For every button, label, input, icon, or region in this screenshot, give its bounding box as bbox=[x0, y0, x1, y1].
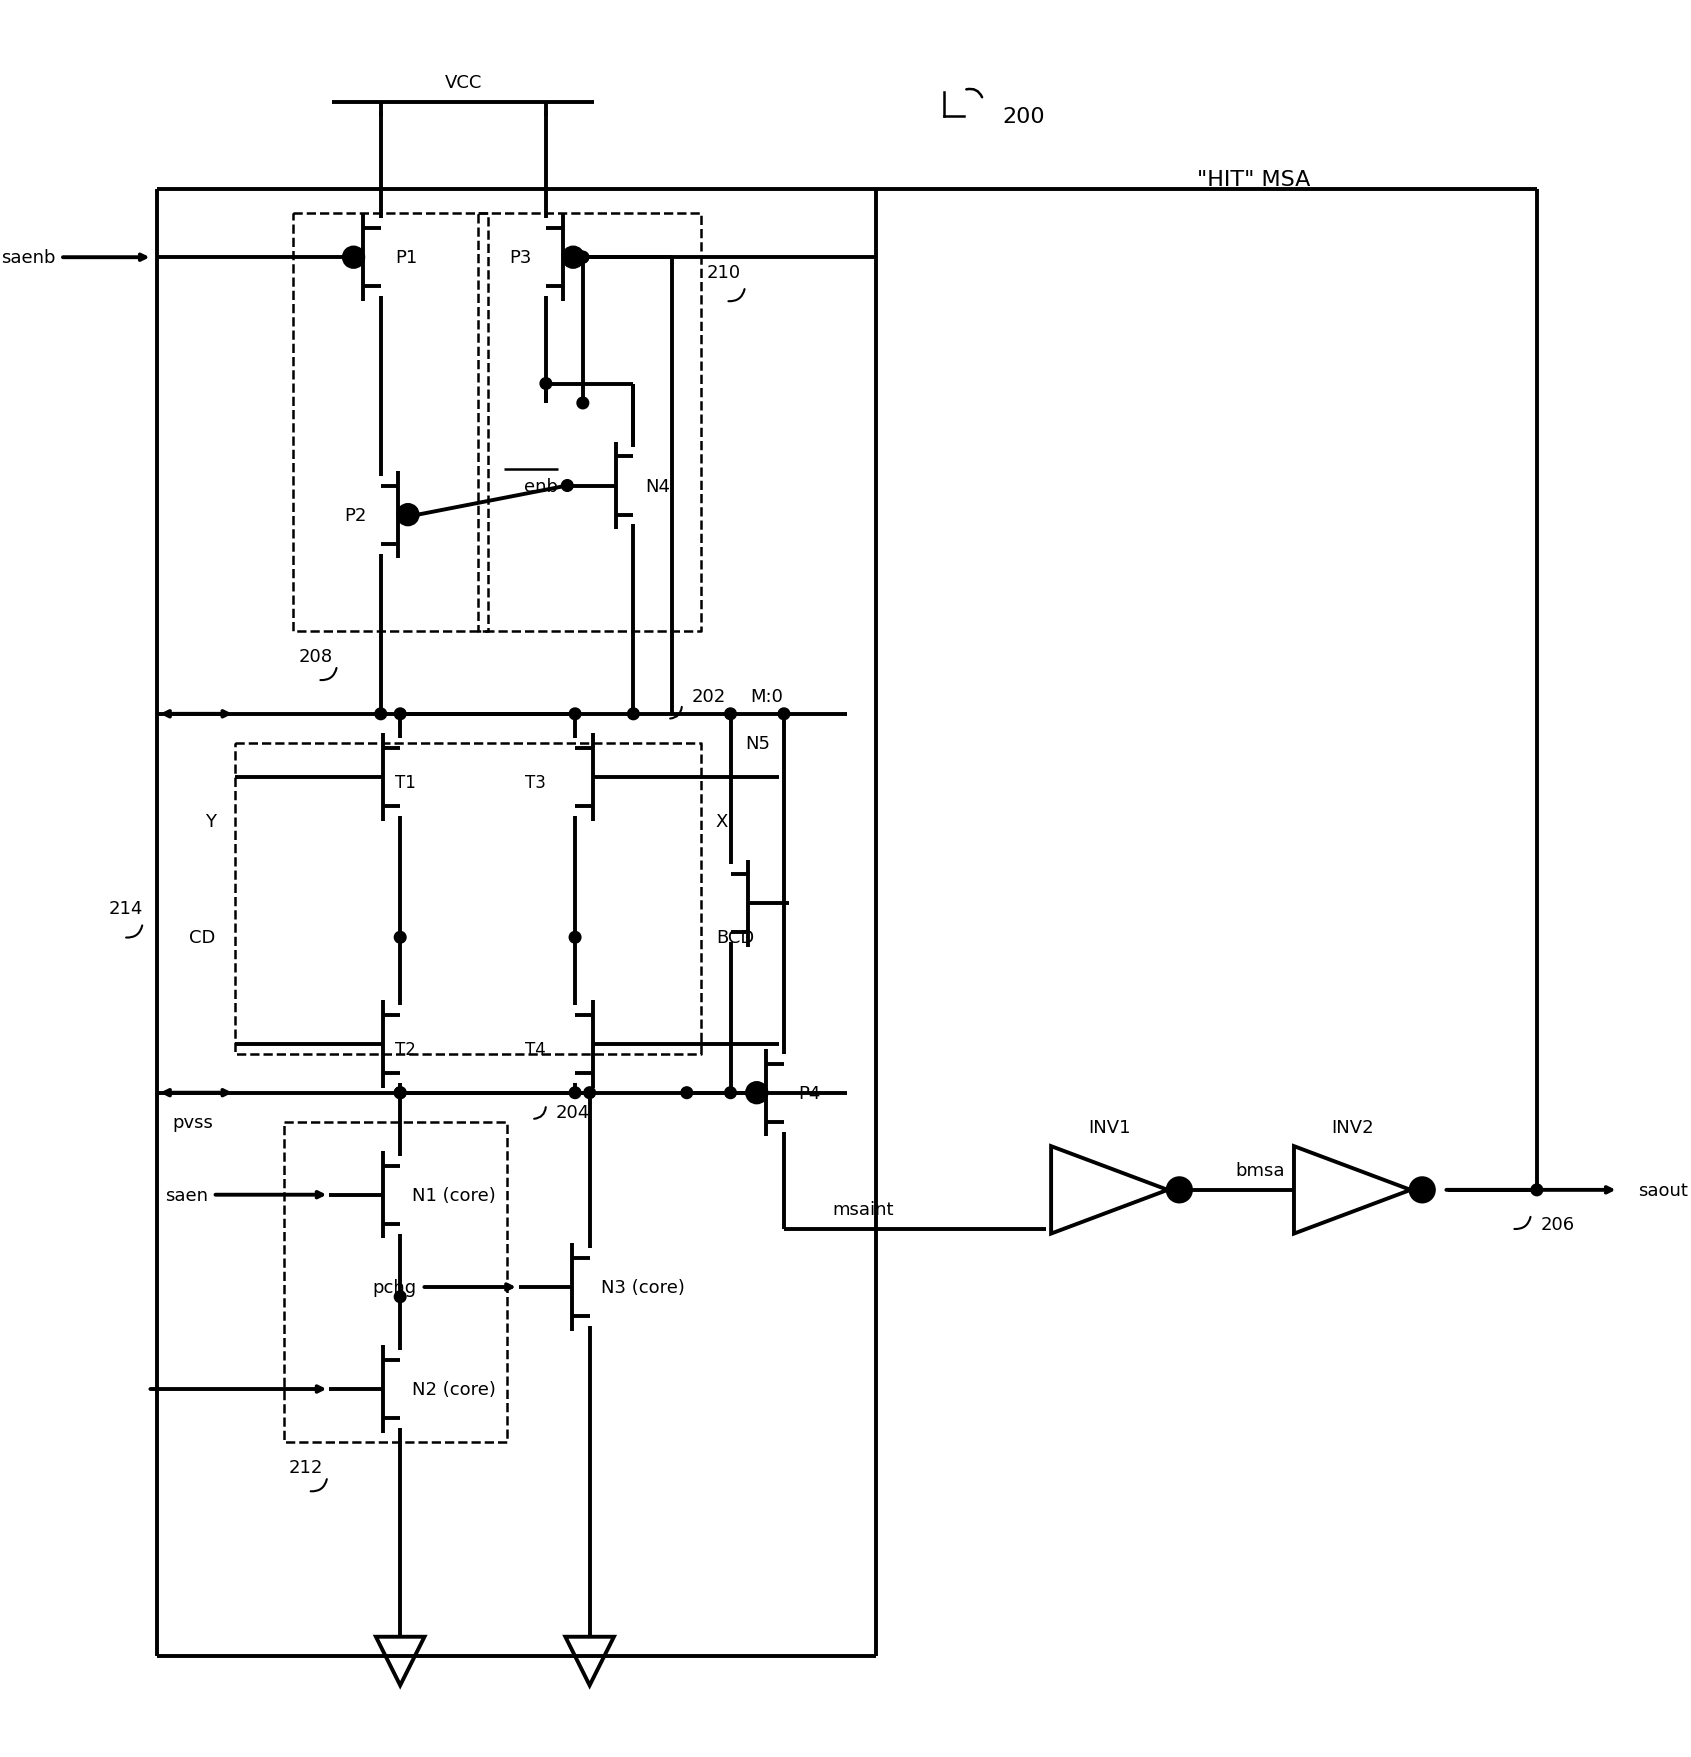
Circle shape bbox=[570, 708, 582, 720]
Text: P1: P1 bbox=[396, 249, 418, 267]
Text: 202: 202 bbox=[692, 689, 725, 706]
Text: 210: 210 bbox=[707, 264, 741, 281]
Text: 200: 200 bbox=[1003, 107, 1045, 127]
Text: saout: saout bbox=[1639, 1181, 1688, 1200]
Circle shape bbox=[399, 506, 418, 525]
Circle shape bbox=[539, 378, 551, 390]
Text: T3: T3 bbox=[524, 773, 546, 791]
Circle shape bbox=[394, 1088, 406, 1098]
Circle shape bbox=[375, 708, 387, 720]
Circle shape bbox=[561, 480, 573, 492]
Text: P2: P2 bbox=[343, 506, 367, 524]
Circle shape bbox=[570, 931, 582, 944]
Circle shape bbox=[627, 708, 639, 720]
Circle shape bbox=[577, 253, 588, 264]
Circle shape bbox=[681, 1088, 693, 1098]
Text: 208: 208 bbox=[298, 647, 333, 666]
Text: bmsa: bmsa bbox=[1236, 1161, 1285, 1179]
Text: saenb: saenb bbox=[0, 249, 56, 267]
Text: pvss: pvss bbox=[172, 1114, 213, 1132]
Text: M:0: M:0 bbox=[749, 689, 783, 706]
Circle shape bbox=[570, 1088, 582, 1098]
Text: P3: P3 bbox=[509, 249, 531, 267]
Text: X: X bbox=[715, 812, 729, 831]
Text: Y: Y bbox=[205, 812, 216, 831]
Text: 214: 214 bbox=[108, 900, 144, 917]
Text: P4: P4 bbox=[798, 1084, 820, 1102]
Circle shape bbox=[1410, 1179, 1434, 1202]
Text: T4: T4 bbox=[526, 1040, 546, 1058]
Circle shape bbox=[747, 1084, 766, 1103]
Circle shape bbox=[563, 248, 583, 267]
Circle shape bbox=[394, 1291, 406, 1302]
Circle shape bbox=[394, 931, 406, 944]
Text: BCD: BCD bbox=[715, 929, 754, 947]
Circle shape bbox=[583, 1088, 595, 1098]
Circle shape bbox=[725, 1088, 736, 1098]
Text: 204: 204 bbox=[556, 1103, 590, 1121]
Text: enb: enb bbox=[524, 478, 558, 495]
Text: CD: CD bbox=[189, 929, 216, 947]
Text: pchg: pchg bbox=[372, 1279, 416, 1297]
Circle shape bbox=[394, 1088, 406, 1098]
Text: N1 (core): N1 (core) bbox=[413, 1186, 495, 1204]
Text: 212: 212 bbox=[289, 1458, 323, 1476]
Text: N2 (core): N2 (core) bbox=[413, 1381, 495, 1399]
Circle shape bbox=[394, 708, 406, 720]
Circle shape bbox=[577, 397, 588, 409]
Circle shape bbox=[577, 253, 588, 264]
Text: VCC: VCC bbox=[445, 74, 482, 93]
Text: INV2: INV2 bbox=[1331, 1117, 1373, 1137]
Circle shape bbox=[1530, 1184, 1542, 1197]
Text: N3 (core): N3 (core) bbox=[602, 1279, 685, 1297]
Text: INV1: INV1 bbox=[1087, 1117, 1131, 1137]
Text: N4: N4 bbox=[644, 478, 670, 495]
Text: saen: saen bbox=[164, 1186, 208, 1204]
Text: 206: 206 bbox=[1541, 1216, 1574, 1233]
Circle shape bbox=[725, 708, 736, 720]
Text: T1: T1 bbox=[394, 773, 416, 791]
Text: N5: N5 bbox=[746, 734, 769, 752]
Circle shape bbox=[1168, 1179, 1190, 1202]
Circle shape bbox=[778, 708, 790, 720]
Text: msaint: msaint bbox=[832, 1200, 895, 1219]
Text: T2: T2 bbox=[394, 1040, 416, 1058]
Circle shape bbox=[343, 248, 364, 267]
Text: "HIT" MSA: "HIT" MSA bbox=[1197, 170, 1311, 190]
